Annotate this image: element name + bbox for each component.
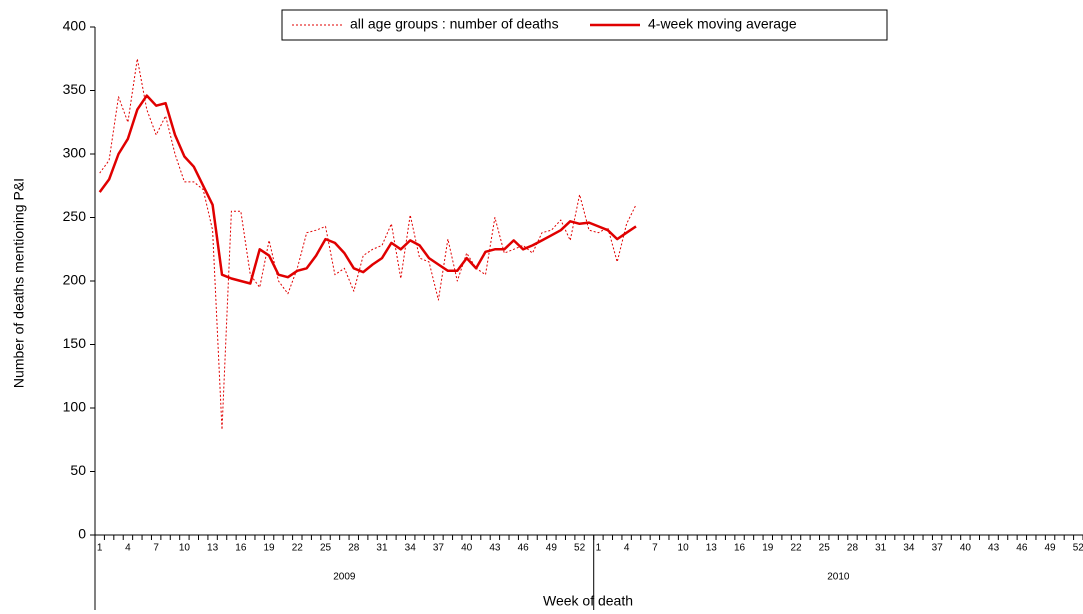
x-tick-label: 40 (461, 543, 473, 554)
x-tick-label: 25 (320, 543, 332, 554)
x-tick-label: 19 (762, 543, 774, 554)
x-tick-label: 19 (264, 543, 276, 554)
x-tick-label: 10 (179, 543, 191, 554)
x-tick-label: 13 (706, 543, 718, 554)
x-tick-label: 34 (903, 543, 915, 554)
x-tick-label: 31 (376, 543, 388, 554)
legend-label: 4-week moving average (648, 16, 797, 32)
x-tick-label: 7 (153, 543, 159, 554)
legend-box (281, 9, 888, 41)
y-axis-title: Number of deaths mentioning P&I (11, 178, 27, 388)
x-tick-label: 7 (652, 543, 658, 554)
x-tick-label: 13 (207, 543, 219, 554)
x-tick-label: 37 (932, 543, 944, 554)
x-tick-label: 46 (1016, 543, 1028, 554)
x-tick-label: 10 (678, 543, 690, 554)
x-tick-label: 1 (596, 543, 602, 554)
x-tick-label: 40 (960, 543, 972, 554)
x-tick-label: 16 (235, 543, 247, 554)
y-tick-label: 100 (63, 399, 87, 415)
x-tick-label: 46 (518, 543, 530, 554)
series-line (99, 58, 637, 431)
y-tick-label: 350 (63, 81, 87, 97)
x-tick-label: 43 (988, 543, 1000, 554)
x-tick-label: 37 (433, 543, 445, 554)
x-tick-label: 22 (292, 543, 304, 554)
series-line (98, 94, 637, 285)
x-axis-title: Week of death (543, 593, 633, 609)
x-tick-label: 28 (348, 543, 360, 554)
y-tick-label: 400 (63, 18, 87, 34)
group-label: 2010 (827, 572, 850, 583)
x-tick-label: 34 (405, 543, 417, 554)
y-tick-label: 0 (78, 526, 86, 542)
y-tick-label: 300 (63, 145, 87, 161)
x-tick-label: 25 (819, 543, 831, 554)
legend-label: all age groups : number of deaths (350, 16, 559, 32)
y-tick-label: 150 (63, 335, 87, 351)
y-tick-label: 50 (70, 462, 86, 478)
x-tick-label: 52 (574, 543, 586, 554)
x-tick-label: 43 (489, 543, 501, 554)
x-tick-label: 52 (1073, 543, 1083, 554)
x-tick-label: 4 (125, 543, 131, 554)
x-tick-label: 22 (790, 543, 802, 554)
x-tick-label: 1 (97, 543, 103, 554)
x-tick-label: 16 (734, 543, 746, 554)
y-tick-label: 200 (63, 272, 87, 288)
x-tick-label: 28 (847, 543, 859, 554)
group-label: 2009 (333, 572, 356, 583)
y-tick-label: 250 (63, 208, 87, 224)
x-tick-label: 49 (1045, 543, 1057, 554)
x-tick-label: 4 (624, 543, 630, 554)
x-tick-label: 49 (546, 543, 558, 554)
x-tick-label: 31 (875, 543, 887, 554)
